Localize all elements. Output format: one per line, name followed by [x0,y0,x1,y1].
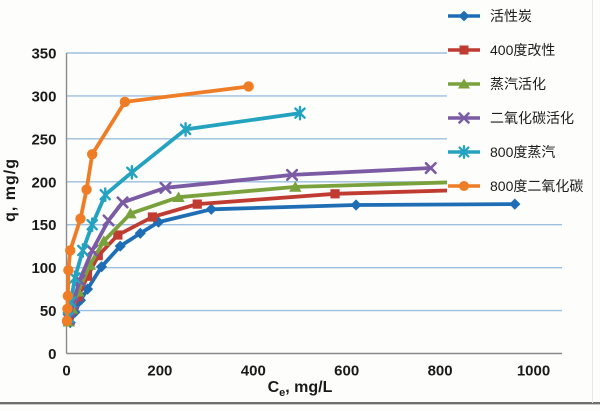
series-marker-2 [97,235,111,246]
legend-label: 活性炭 [490,8,532,24]
series-marker-0 [134,227,146,239]
y-tick-label: 300 [31,88,56,105]
series-marker-3 [116,196,129,209]
series-marker-3 [285,168,299,182]
page-divider-line [0,402,600,405]
y-tick-label: 50 [40,303,57,320]
series-marker-3 [86,244,99,257]
y-tick-label: 350 [31,46,56,63]
x-axis-title-subscript: e [279,387,286,400]
series-line-5 [65,84,251,323]
series-marker-5 [63,265,74,276]
legend-label: 800度二氧化碳 [490,178,584,194]
series-marker-5 [62,303,73,315]
legend-marker-shape [458,10,470,22]
series-marker-2 [172,191,185,203]
series-line-0 [68,202,517,325]
legend-label: 蒸汽活化 [490,76,546,92]
x-axis-title-symbol: C [267,379,280,396]
chart-legend: 活性炭 400度改性 蒸汽活化二氧化碳活化 800度蒸汽 800度二氧化碳 [447,6,599,196]
series-marker-0 [114,240,126,252]
legend-item-0: 活性炭 [447,6,599,26]
series-marker-0 [81,283,94,295]
legend-marker-x-icon [448,112,480,124]
x-tick-label: 800 [428,363,453,380]
x-tick-label: 400 [241,363,266,380]
y-tick-label: 0 [48,346,56,363]
series-marker-1 [82,271,93,281]
series-marker-1 [113,230,123,240]
legend-item-3: 二氧化碳活化 [447,108,599,128]
series-marker-5 [62,290,74,302]
series-marker-1 [330,189,340,199]
series-line-2 [66,179,471,324]
y-axis-title: q, mg/g [2,158,19,222]
series-marker-3 [159,181,172,194]
series-marker-2 [124,207,137,219]
legend-marker-asterisk-icon [448,145,480,159]
legend-marker-circle-icon [448,181,480,191]
x-axis-title-units: , mg/L [285,379,333,396]
series-marker-1 [93,251,103,261]
legend-item-5: 800度二氧化碳 [447,176,599,196]
legend-label: 二氧化碳活化 [490,110,574,126]
legend-marker-shape [458,112,470,124]
series-marker-5 [61,315,73,327]
x-tick-label: 1000 [517,363,550,380]
series-marker-0 [350,199,362,211]
series-marker-3 [424,161,437,175]
x-axis-title: Ce, mg/L [66,379,534,399]
series-marker-3 [102,214,115,227]
series-marker-0 [205,203,217,215]
series-marker-5 [75,213,86,224]
x-tick-label: 200 [147,363,172,380]
legend-marker-shape [458,78,470,89]
legend-marker-shape [459,181,469,191]
y-tick-label: 200 [31,174,56,191]
x-tick-label: 0 [62,363,70,380]
legend-marker-square-icon [448,45,480,55]
legend-item-4: 800度蒸汽 [447,142,599,162]
series-marker-3 [73,274,86,287]
series-marker-1 [192,199,202,209]
series-marker-5 [86,149,98,160]
legend-marker-shape [459,45,469,55]
series-marker-0 [509,198,521,210]
legend-label: 800度蒸汽 [490,144,556,160]
page-edge-line [592,0,593,403]
series-marker-5 [81,184,92,195]
series-marker-5 [243,81,254,92]
series-marker-5 [119,96,131,108]
series-marker-0 [95,261,108,273]
x-tick-label: 600 [334,363,359,380]
y-tick-label: 150 [31,217,56,234]
y-tick-label: 100 [31,260,56,277]
legend-marker-diamond-icon [448,10,480,22]
series-marker-2 [289,181,302,192]
series-marker-5 [65,245,76,256]
legend-item-1: 400度改性 [447,40,599,60]
legend-marker-triangle-icon [448,78,480,89]
series-marker-1 [147,212,158,222]
legend-item-2: 蒸汽活化 [447,74,599,94]
legend-label: 400度改性 [490,42,556,58]
y-tick-label: 250 [31,131,56,148]
